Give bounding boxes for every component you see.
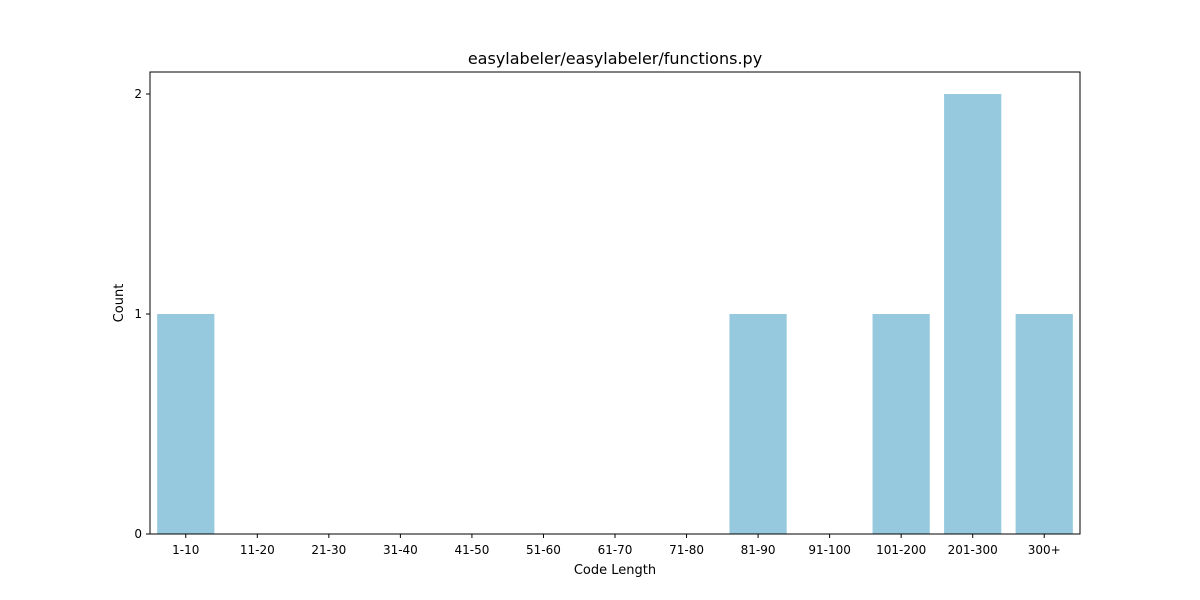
x-axis-label: Code Length [574, 563, 656, 578]
x-tick-label: 11-20 [240, 543, 275, 557]
bars-layer [157, 94, 1073, 534]
x-tick-label: 101-200 [876, 543, 926, 557]
bar-81-90 [729, 314, 787, 534]
x-tick-label: 1-10 [172, 543, 199, 557]
x-tick-label: 81-90 [741, 543, 776, 557]
bar-201-300 [944, 94, 1002, 534]
bar-1-10 [157, 314, 215, 534]
y-tick-label: 2 [134, 87, 142, 101]
x-tick-label: 41-50 [454, 543, 489, 557]
x-tick-label: 201-300 [948, 543, 998, 557]
x-tick-label: 71-80 [669, 543, 704, 557]
x-tick-label: 61-70 [598, 543, 633, 557]
x-tick-label: 31-40 [383, 543, 418, 557]
plot-area-frame [149, 71, 1081, 535]
x-tick-label: 300+ [1028, 543, 1061, 557]
chart-title: easylabeler/easylabeler/functions.py [468, 49, 762, 68]
x-tick-label: 51-60 [526, 543, 561, 557]
bar-300+ [1015, 314, 1073, 534]
y-tick-label: 0 [134, 527, 142, 541]
y-tick-label: 1 [134, 307, 142, 321]
ticks-layer: 1-10 11-20 21-30 31-40 41-50 51-60 61-70 71-80 8… [134, 87, 1060, 557]
bar-101-200 [872, 314, 930, 534]
y-axis-label: Count [112, 284, 127, 323]
x-tick-label: 91-100 [808, 543, 851, 557]
x-tick-label: 21-30 [311, 543, 346, 557]
